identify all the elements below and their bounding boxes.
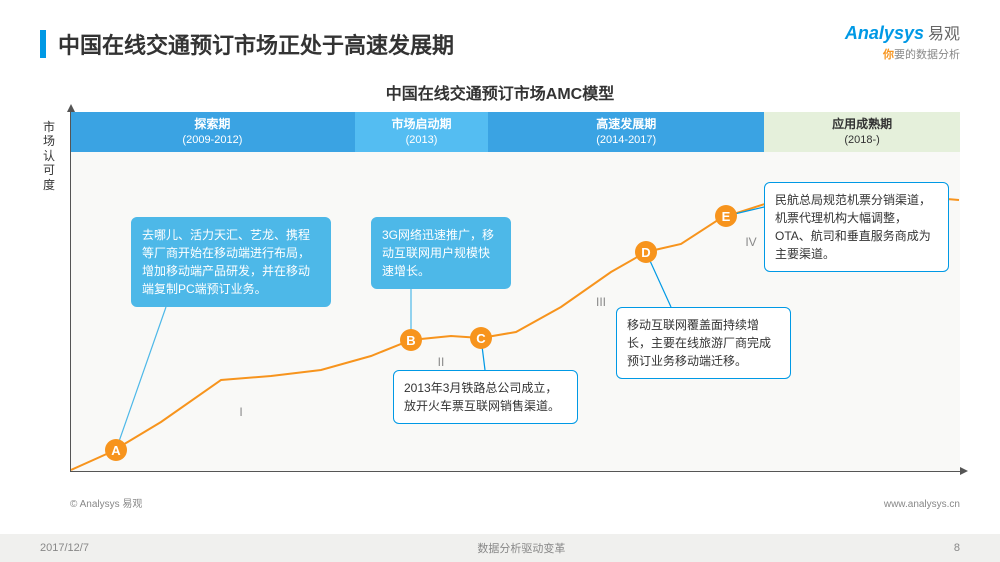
footer-date: 2017/12/7 [40, 542, 89, 554]
source-url: www.analysys.cn [884, 499, 960, 510]
zone-numeral: I [239, 405, 242, 419]
callout-connector [116, 307, 166, 450]
logo-brand-cn: 易观 [928, 26, 960, 43]
title-text: 中国在线交通预订市场正处于高速发展期 [58, 28, 454, 60]
callout-e: 民航总局规范机票分销渠道，机票代理机构大幅调整，OTA、航司和垂直服务商成为主要… [764, 182, 949, 272]
phase-name: 探索期 [70, 117, 355, 133]
y-axis-arrow-icon [67, 104, 75, 112]
title-accent-bar [40, 30, 46, 58]
curve-plot: ABCDEIIIIIIIV去哪儿、活力天汇、艺龙、携程等厂商开始在移动端进行布局… [70, 152, 960, 472]
zone-numeral: II [438, 355, 445, 369]
callout-d: 移动互联网覆盖面持续增长，主要在线旅游厂商完成预订业务移动端迁移。 [616, 307, 791, 379]
phase-range: (2009-2012) [70, 133, 355, 147]
marker-c: C [470, 327, 492, 349]
zone-numeral: IV [745, 235, 756, 249]
copyright-text: © Analysys 易观 [70, 495, 142, 510]
marker-a: A [105, 439, 127, 461]
marker-b: B [400, 329, 422, 351]
callout-c: 2013年3月铁路总公司成立，放开火车票互联网销售渠道。 [393, 370, 578, 424]
slide-title: 中国在线交通预订市场正处于高速发展期 [40, 28, 454, 60]
phase-header: 市场启动期(2013) [355, 112, 489, 152]
y-axis-label: 市场认可度 [42, 120, 56, 192]
brand-logo: Analysys易观 你要的数据分析 [845, 20, 960, 62]
footer-page-number: 8 [954, 542, 960, 554]
marker-d: D [635, 241, 657, 263]
chart-area: 探索期(2009-2012)市场启动期(2013)高速发展期(2014-2017… [70, 112, 960, 472]
callout-b: 3G网络迅速推广，移动互联网用户规模快速增长。 [371, 217, 511, 289]
phase-header: 应用成熟期(2018-) [764, 112, 960, 152]
phase-header: 探索期(2009-2012) [70, 112, 355, 152]
phase-name: 高速发展期 [488, 117, 764, 133]
logo-tagline-rest: 要的数据分析 [894, 49, 960, 61]
x-axis-arrow-icon [960, 467, 968, 475]
phase-header-row: 探索期(2009-2012)市场启动期(2013)高速发展期(2014-2017… [70, 112, 960, 152]
phase-range: (2013) [355, 133, 489, 147]
phase-range: (2018-) [764, 133, 960, 147]
slide-footer: 2017/12/7 数据分析驱动变革 8 [0, 534, 1000, 562]
phase-header: 高速发展期(2014-2017) [488, 112, 764, 152]
y-axis-extension [70, 112, 71, 152]
footer-tagline: 数据分析驱动变革 [477, 540, 565, 556]
chart-subtitle: 中国在线交通预订市场AMC模型 [0, 80, 1000, 104]
logo-tagline-hi: 你 [883, 49, 894, 61]
marker-e: E [715, 205, 737, 227]
logo-brand-en: Analysys [845, 23, 924, 43]
callout-a: 去哪儿、活力天汇、艺龙、携程等厂商开始在移动端进行布局，增加移动端产品研发，并在… [131, 217, 331, 307]
zone-numeral: III [596, 295, 606, 309]
phase-name: 应用成熟期 [764, 117, 960, 133]
phase-range: (2014-2017) [488, 133, 764, 147]
phase-name: 市场启动期 [355, 117, 489, 133]
